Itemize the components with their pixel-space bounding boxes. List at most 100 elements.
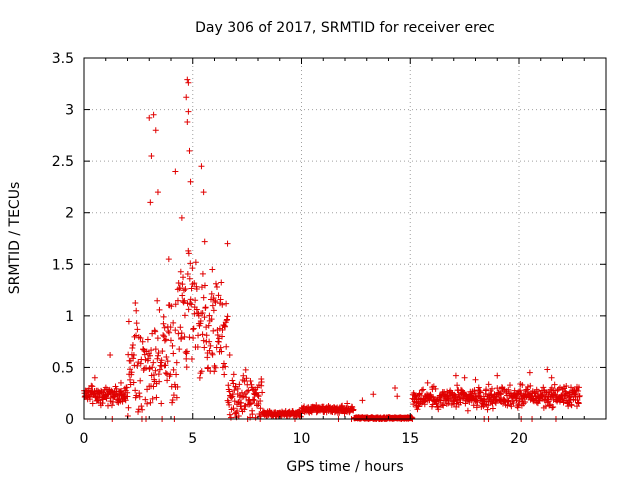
data-point <box>492 400 499 407</box>
data-point <box>129 344 136 351</box>
data-point <box>173 359 180 366</box>
data-point <box>255 400 262 407</box>
x-tick-label: 0 <box>80 431 89 447</box>
data-point <box>211 368 218 375</box>
data-point <box>223 300 230 307</box>
data-point <box>477 389 484 396</box>
data-point <box>169 396 176 403</box>
data-point <box>547 401 554 408</box>
data-point <box>572 391 579 398</box>
data-point <box>135 408 142 415</box>
x-tick-label: 5 <box>188 431 197 447</box>
data-point <box>136 390 143 397</box>
data-point <box>219 333 226 340</box>
data-point <box>100 389 107 396</box>
data-point <box>548 374 555 381</box>
data-point <box>505 397 512 404</box>
data-point <box>167 371 174 378</box>
data-point <box>153 394 160 401</box>
data-point <box>208 316 215 323</box>
data-point <box>230 371 237 378</box>
data-point <box>133 320 140 327</box>
data-point <box>249 411 256 418</box>
data-point <box>154 335 161 342</box>
data-point <box>182 286 189 293</box>
data-point <box>244 388 251 395</box>
data-point <box>551 381 558 388</box>
data-point <box>216 325 223 332</box>
data-point <box>549 404 556 411</box>
data-point <box>139 338 146 345</box>
data-point <box>165 256 172 263</box>
data-point <box>128 369 135 376</box>
data-point <box>189 265 196 272</box>
data-point <box>156 366 163 373</box>
data-point <box>206 312 213 319</box>
data-point <box>152 328 159 335</box>
data-point <box>480 403 487 410</box>
data-point <box>177 324 184 331</box>
data-point <box>169 342 176 349</box>
data-point <box>506 382 513 389</box>
data-point <box>228 394 235 401</box>
data-point <box>219 326 226 333</box>
data-point <box>209 266 216 273</box>
data-point <box>184 76 191 83</box>
data-point <box>194 343 201 350</box>
data-point <box>154 352 161 359</box>
data-point <box>203 332 210 339</box>
data-point <box>123 384 130 391</box>
data-point <box>565 403 572 410</box>
data-points <box>81 76 583 422</box>
data-point <box>201 238 208 245</box>
data-point <box>185 306 192 313</box>
data-point <box>254 392 261 399</box>
data-point <box>144 336 151 343</box>
data-point <box>193 285 200 292</box>
data-point <box>178 214 185 221</box>
data-point <box>234 407 241 414</box>
data-point <box>461 374 468 381</box>
data-point <box>230 405 237 412</box>
data-point <box>154 297 161 304</box>
data-point <box>185 247 192 254</box>
data-point <box>130 351 137 358</box>
data-point <box>536 397 543 404</box>
data-point <box>494 372 501 379</box>
x-tick-label: 15 <box>401 431 419 447</box>
data-point <box>231 387 238 394</box>
data-point <box>432 385 439 392</box>
data-point <box>190 326 197 333</box>
data-point <box>220 360 227 367</box>
data-point <box>147 399 154 406</box>
data-point <box>183 355 190 362</box>
data-point <box>161 324 168 331</box>
x-axis-label: GPS time / hours <box>286 459 403 475</box>
data-point <box>156 306 163 313</box>
data-point <box>540 384 547 391</box>
data-point <box>125 318 132 325</box>
data-point <box>477 388 484 395</box>
data-point <box>184 118 191 125</box>
data-point <box>210 307 217 314</box>
data-point <box>548 384 555 391</box>
data-point <box>231 398 238 405</box>
data-point <box>515 401 522 408</box>
data-point <box>575 400 582 407</box>
data-point <box>199 331 206 338</box>
data-point <box>483 386 490 393</box>
data-point <box>108 387 115 394</box>
data-point <box>181 312 188 319</box>
data-point <box>137 377 144 384</box>
data-point <box>214 332 221 339</box>
data-point <box>151 327 158 334</box>
data-point <box>180 287 187 294</box>
data-point <box>181 297 188 304</box>
data-point <box>224 240 231 247</box>
data-point <box>150 111 157 118</box>
data-point <box>339 402 346 409</box>
data-point <box>464 407 471 414</box>
data-point <box>161 337 168 344</box>
data-point <box>148 152 155 159</box>
